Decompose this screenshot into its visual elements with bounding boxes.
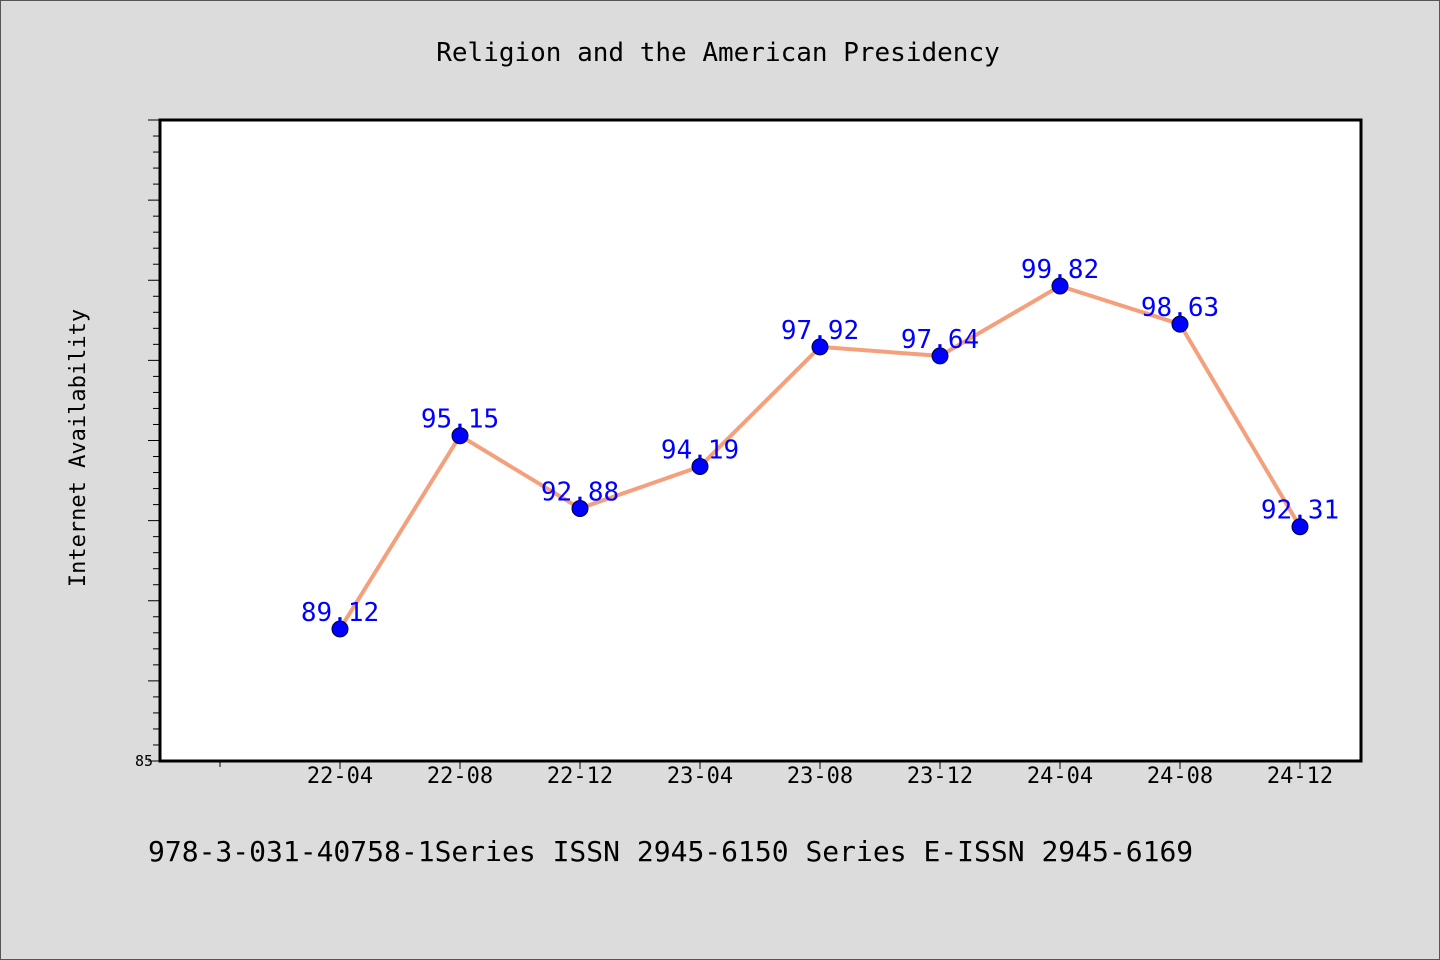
y-axis-label: Internet Availability — [66, 309, 91, 587]
x-axis-ticks: 22-04 22-08 22-12 23-04 23-08 23-12 24-04 24-08… — [219, 761, 1333, 789]
data-label: 92.88 — [541, 477, 619, 507]
data-point — [331, 620, 349, 638]
data-label: 97.64 — [901, 325, 979, 355]
data-point — [811, 338, 829, 356]
data-point — [691, 457, 709, 475]
footer-isbn-text: 978-3-031-40758-1Series ISSN 2945-6150 S… — [148, 835, 1193, 868]
plot-area — [158, 118, 1363, 763]
marker-group — [331, 277, 1309, 638]
y-axis-ticks — [148, 119, 160, 762]
data-point — [451, 427, 469, 445]
data-label: 89.12 — [301, 598, 379, 628]
data-label: 94.19 — [661, 435, 739, 465]
data-label: 95.15 — [421, 405, 499, 435]
data-label: 99.82 — [1021, 255, 1099, 285]
data-point — [1291, 518, 1309, 536]
data-point — [1051, 277, 1069, 295]
data-label: 92.31 — [1261, 496, 1339, 526]
data-label-group: 89.12 95.15 92.88 94.19 97.92 97.64 99.82 98.63… — [301, 255, 1339, 628]
x-tick-label: 24-08 — [1147, 764, 1213, 789]
x-tick-label: 24-04 — [1027, 764, 1093, 789]
x-tick-label: 22-04 — [307, 764, 373, 789]
x-tick-label: 23-08 — [787, 764, 853, 789]
x-tick-label: 23-04 — [667, 764, 733, 789]
x-tick-label: 22-08 — [427, 764, 493, 789]
x-tick-label: 23-12 — [907, 764, 973, 789]
data-point — [1171, 315, 1189, 333]
data-label: 98.63 — [1141, 293, 1219, 323]
data-point — [571, 499, 589, 517]
x-tick-label: 24-12 — [1267, 764, 1333, 789]
chart-title: Religion and the American Presidency — [436, 38, 1000, 68]
x-tick-label: 22-12 — [547, 764, 613, 789]
data-point — [931, 347, 949, 365]
y-tick-label: 85 — [135, 752, 153, 770]
data-label: 97.92 — [781, 316, 859, 346]
